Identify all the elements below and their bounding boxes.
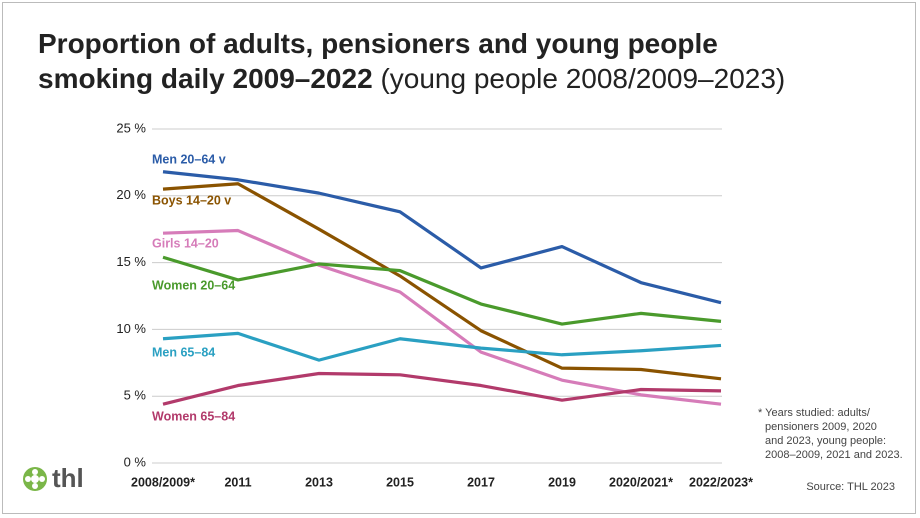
x-tick-label: 2017 — [467, 475, 495, 489]
footnote: pensioners 2009, 2020 — [765, 421, 877, 433]
x-tick-label: 2015 — [386, 475, 414, 489]
x-tick-label: 2013 — [305, 475, 333, 489]
chart-title: Proportion of adults, pensioners and you… — [38, 28, 718, 94]
legend-label: Women 65–84 — [152, 409, 235, 423]
legend-label: Men 65–84 — [152, 345, 215, 359]
footnote: and 2023, young people: — [765, 435, 886, 447]
chart-title-block: Proportion of adults, pensioners and you… — [38, 26, 838, 96]
x-tick-label: 2019 — [548, 475, 576, 489]
legend-label: Women 20–64 — [152, 278, 235, 292]
series-line — [162, 228, 722, 406]
x-tick-label: 2011 — [224, 475, 251, 489]
y-tick-label: 20 % — [116, 187, 146, 202]
footnote: 2008–2009, 2021 and 2023. — [765, 449, 903, 461]
x-tick-label: 2020/2021* — [609, 475, 673, 489]
footnote: * Years studied: adults/ — [758, 407, 871, 419]
source: Source: THL 2023 — [806, 481, 895, 493]
series-line — [162, 371, 722, 406]
logo-icon — [23, 467, 47, 491]
legend-label: Boys 14–20 v — [152, 193, 231, 207]
legend-label: Men 20–64 v — [152, 152, 226, 166]
legend-label: Girls 14–20 — [152, 236, 219, 250]
series-line — [162, 255, 722, 326]
y-tick-label: 5 % — [124, 388, 147, 403]
y-tick-label: 0 % — [124, 454, 147, 469]
y-tick-label: 15 % — [116, 254, 146, 269]
series-line — [162, 331, 722, 362]
chart-subtitle: (young people 2008/2009–2023) — [380, 63, 786, 94]
y-tick-label: 10 % — [116, 321, 146, 336]
logo-text: thl — [52, 463, 84, 493]
x-tick-label: 2022/2023* — [689, 475, 753, 489]
series-line — [162, 170, 722, 305]
series-line — [162, 182, 722, 381]
y-tick-label: 25 % — [116, 120, 146, 135]
x-tick-label: 2008/2009* — [131, 475, 195, 489]
